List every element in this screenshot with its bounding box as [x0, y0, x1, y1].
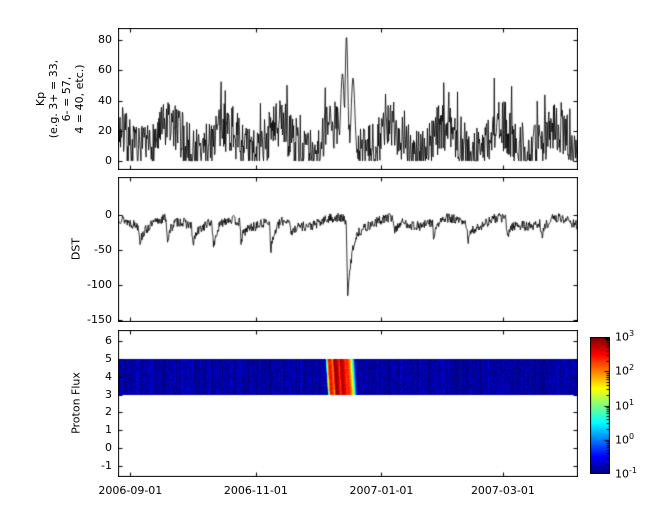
y-tick-label: -150	[87, 312, 112, 326]
y-tick-label: 20	[98, 123, 112, 137]
y-tick-label: 3	[105, 387, 112, 401]
y-tick-label: -50	[94, 242, 112, 256]
y-tick-label: 1	[105, 423, 112, 437]
y-tick-label: 4	[105, 369, 112, 383]
y-tick-label: 6	[105, 333, 112, 347]
x-tick-label: 2006-09-01	[98, 484, 163, 497]
y-tick-label: 0	[105, 207, 112, 221]
x-tick-label: 2006-11-01	[223, 484, 288, 497]
proton-flux-spectrogram-canvas	[118, 330, 578, 477]
colorbar-tick-label: 100	[615, 431, 635, 447]
kp-plot-canvas	[118, 28, 578, 170]
colorbar-tick-label: 101	[615, 397, 635, 413]
dst-plot-canvas	[118, 177, 578, 322]
y-tick-label: 5	[105, 351, 112, 365]
y-tick-label: 40	[98, 93, 112, 107]
x-tick-label: 2007-03-01	[470, 484, 535, 497]
y-tick-label: 60	[98, 63, 112, 77]
y-tick-label: 0	[105, 441, 112, 455]
colorbar-tick-label: 10-1	[615, 466, 637, 481]
colorbar-tick-label: 103	[615, 329, 635, 344]
y-tick-label: 2	[105, 405, 112, 419]
y-tick-label: 0	[105, 153, 112, 167]
y-tick-label: -1	[101, 459, 112, 473]
y-tick-label: 80	[98, 33, 112, 47]
colorbar-canvas	[590, 337, 610, 474]
y-tick-label: -100	[87, 277, 112, 291]
colorbar-tick-label: 102	[615, 363, 635, 378]
x-tick-label: 2007-01-01	[349, 484, 414, 497]
